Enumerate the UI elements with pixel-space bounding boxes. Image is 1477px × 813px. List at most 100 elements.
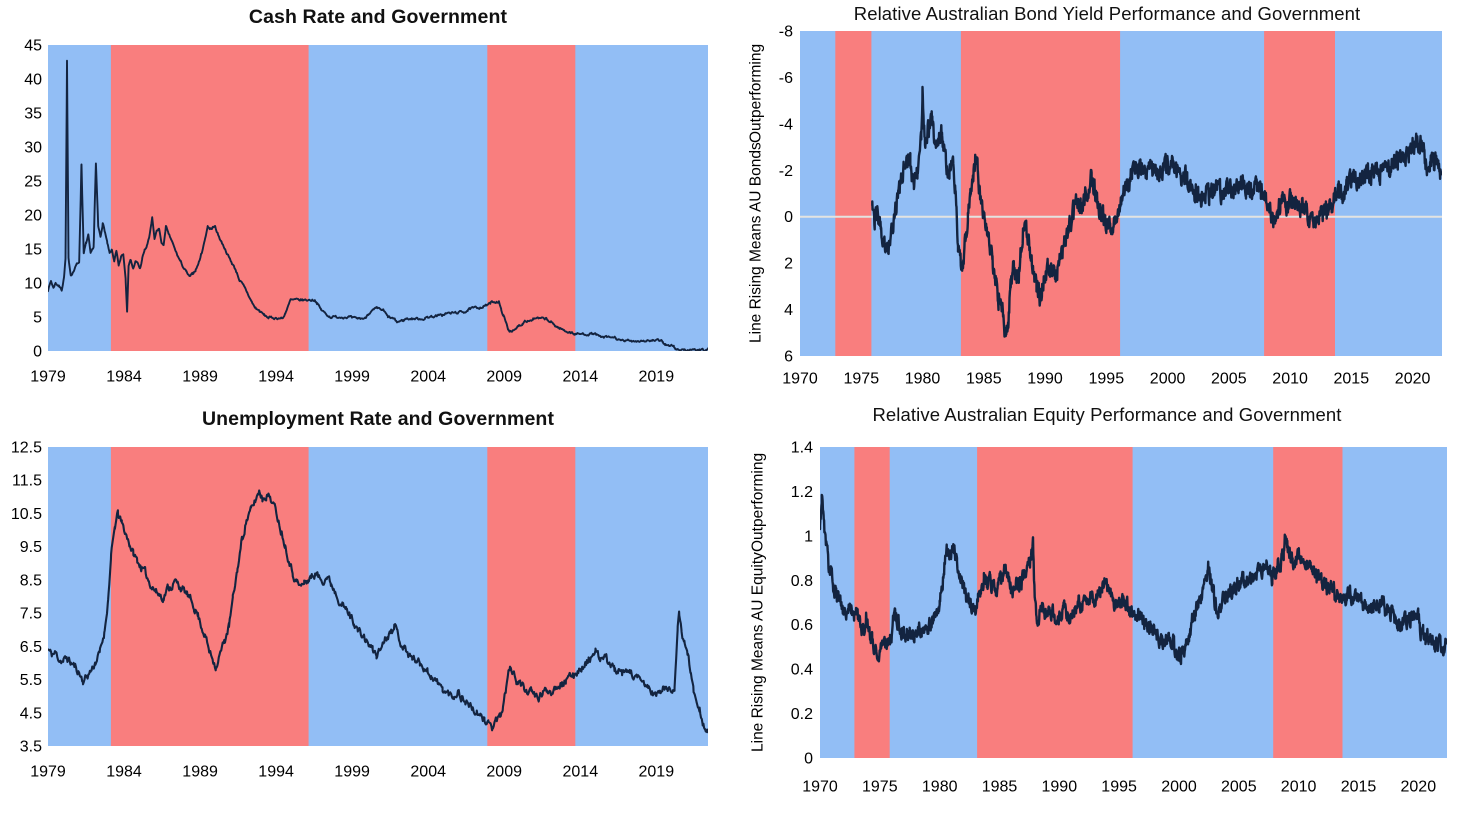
y-tick-label: 4 — [784, 302, 793, 319]
y-tick-label: -2 — [779, 163, 793, 180]
government-band-coalition — [1335, 31, 1442, 356]
bond-yield-title: Relative Australian Bond Yield Performan… — [853, 3, 1361, 24]
y-tick-label: 1 — [804, 528, 813, 545]
x-tick-label: 2010 — [1272, 371, 1308, 388]
y-tick-label: 40 — [24, 72, 42, 89]
y-tick-label: -4 — [779, 116, 793, 133]
x-tick-label: 1989 — [182, 369, 218, 386]
y-tick-label: 10.5 — [11, 506, 42, 523]
x-tick-label: 2020 — [1401, 779, 1437, 796]
unemployment-plot: 12.5 11.5 10.5 9.5 8.5 7.5 6.5 5.5 4.5 3.5 1979 198… — [11, 440, 708, 781]
x-tick-label: 1989 — [182, 764, 218, 781]
y-tick-label: 35 — [24, 106, 42, 123]
y-tick-label: 25 — [24, 174, 42, 191]
government-band-coalition — [308, 45, 489, 351]
government-band-labor — [977, 447, 1134, 758]
x-tick-label: 2020 — [1395, 371, 1431, 388]
x-tick-label: 2015 — [1341, 779, 1377, 796]
y-tick-label: 8.5 — [20, 572, 42, 589]
government-band-labor — [487, 447, 577, 746]
y-tick-label: 12.5 — [11, 440, 42, 457]
y-tick-label: 0.6 — [791, 617, 813, 634]
y-tick-label: 10 — [24, 276, 42, 293]
government-band-coalition — [1132, 447, 1275, 758]
x-tick-label: 1980 — [922, 779, 958, 796]
y-tick-label: 6 — [784, 349, 793, 366]
x-tick-label: 1994 — [258, 369, 294, 386]
x-tick-label: 1990 — [1027, 371, 1063, 388]
x-tick-label: 1995 — [1101, 779, 1137, 796]
x-tick-label: 1994 — [258, 764, 294, 781]
cash-rate-chart: Cash Rate and Government 45 40 35 30 25 20 15 1… — [0, 0, 737, 400]
government-band-labor — [487, 45, 577, 351]
x-tick-label: 1995 — [1089, 371, 1125, 388]
government-band-coalition — [48, 45, 112, 351]
y-tick-label: -8 — [779, 24, 793, 41]
cash-rate-series-line — [48, 59, 708, 351]
y-tick-label: 11.5 — [12, 473, 42, 490]
government-band-coalition — [575, 45, 708, 351]
government-band-labor — [854, 447, 891, 758]
y-tick-label: -6 — [779, 70, 793, 87]
government-band-labor — [835, 31, 873, 356]
y-tick-label: 0 — [33, 344, 42, 361]
x-tick-label: 1984 — [106, 369, 142, 386]
x-tick-label: 1979 — [30, 764, 66, 781]
y-tick-label: 5.5 — [20, 672, 42, 689]
x-tick-label: 1990 — [1042, 779, 1078, 796]
x-tick-label: 2009 — [486, 369, 522, 386]
equity-chart: Relative Australian Equity Performance a… — [737, 400, 1477, 813]
y-tick-label: 45 — [24, 38, 42, 55]
y-tick-label: 0.2 — [791, 706, 813, 723]
y-tick-label: 3.5 — [20, 739, 42, 756]
y-tick-label: 0 — [804, 751, 813, 768]
y-tick-label: 4.5 — [20, 705, 42, 722]
x-tick-label: 1999 — [334, 369, 370, 386]
government-band-coalition — [1342, 447, 1447, 758]
x-tick-label: 2004 — [410, 764, 446, 781]
y-tick-label: 0 — [784, 209, 793, 226]
x-tick-label: 2010 — [1281, 779, 1317, 796]
x-tick-label: 2000 — [1150, 371, 1186, 388]
equity-plot: 1.4 1.2 1 0.8 0.6 0.4 0.2 0 1970 1975 1980 1985 1990… — [791, 440, 1447, 796]
bond-yield-chart: Relative Australian Bond Yield Performan… — [737, 0, 1477, 400]
x-tick-label: 2000 — [1161, 779, 1197, 796]
x-tick-label: 1970 — [782, 371, 818, 388]
y-tick-label: 30 — [24, 140, 42, 157]
y-tick-label: 5 — [33, 310, 42, 327]
x-tick-label: 1985 — [966, 371, 1002, 388]
equity-series-line — [820, 493, 1447, 666]
x-tick-label: 2004 — [410, 369, 446, 386]
government-band-coalition — [308, 447, 489, 746]
y-tick-label: 9.5 — [20, 539, 42, 556]
government-band-coalition — [48, 447, 112, 746]
government-band-coalition — [800, 31, 837, 356]
cash-rate-plot: 45 40 35 30 25 20 15 10 5 0 1979 1984 1989 1994 1999 20… — [24, 38, 708, 386]
government-band-coalition — [575, 447, 708, 746]
x-tick-label: 2014 — [563, 764, 599, 781]
government-band-coalition — [820, 447, 856, 758]
x-tick-label: 2015 — [1334, 371, 1370, 388]
x-tick-label: 2019 — [639, 369, 675, 386]
y-tick-label: 0.4 — [791, 662, 813, 679]
x-tick-label: 1984 — [106, 764, 142, 781]
x-tick-label: 2005 — [1221, 779, 1257, 796]
x-tick-label: 1975 — [862, 779, 898, 796]
y-tick-label: 2 — [784, 256, 793, 273]
y-tick-label: 1.2 — [791, 484, 813, 501]
x-tick-label: 2009 — [486, 764, 522, 781]
x-tick-label: 1980 — [905, 371, 941, 388]
x-tick-label: 2014 — [563, 369, 599, 386]
government-band-coalition — [871, 31, 962, 356]
equity-title: Relative Australian Equity Performance a… — [872, 404, 1342, 425]
x-tick-label: 2005 — [1211, 371, 1247, 388]
unemployment-series-line — [48, 489, 708, 734]
government-band-labor — [110, 45, 310, 351]
x-tick-label: 1975 — [844, 371, 880, 388]
y-tick-label: 15 — [24, 242, 42, 259]
government-band-labor — [110, 447, 310, 746]
y-tick-label: 6.5 — [20, 639, 42, 656]
government-band-coalition — [889, 447, 978, 758]
x-tick-label: 1999 — [334, 764, 370, 781]
y-tick-label: 20 — [24, 208, 42, 225]
